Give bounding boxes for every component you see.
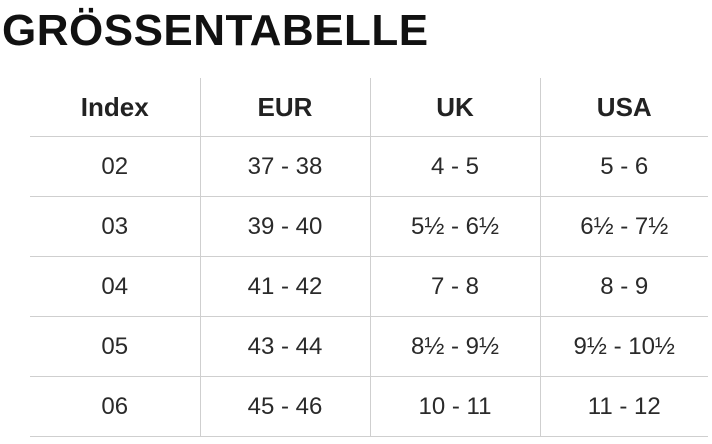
table-cell: 37 - 38 — [199, 136, 370, 197]
table-cell: 4 - 5 — [369, 136, 540, 197]
table-cell: 8½ - 9½ — [369, 316, 540, 377]
table-cell: 10 - 11 — [369, 376, 540, 437]
table-cell: 7 - 8 — [369, 256, 540, 317]
table-cell: 43 - 44 — [199, 316, 370, 377]
table-cell: 05 — [30, 316, 200, 377]
table-cell: 6½ - 7½ — [539, 196, 708, 257]
column-header: Index — [30, 78, 200, 137]
table-cell: 8 - 9 — [539, 256, 708, 317]
table-cell: 5½ - 6½ — [369, 196, 540, 257]
column-header: EUR — [199, 78, 370, 137]
table-row: 05 43 - 44 8½ - 9½ 9½ - 10½ — [30, 316, 708, 377]
table-cell: 39 - 40 — [199, 196, 370, 257]
header-row: Index EUR UK USA — [30, 78, 708, 137]
table-cell: 06 — [30, 376, 200, 437]
table-cell: 45 - 46 — [199, 376, 370, 437]
table-cell: 5 - 6 — [539, 136, 708, 197]
table-cell: 9½ - 10½ — [539, 316, 708, 377]
table-cell: 02 — [30, 136, 200, 197]
table-row: 03 39 - 40 5½ - 6½ 6½ - 7½ — [30, 196, 708, 257]
table-cell: 03 — [30, 196, 200, 257]
table-cell: 04 — [30, 256, 200, 317]
table-cell: 41 - 42 — [199, 256, 370, 317]
column-header: USA — [539, 78, 708, 137]
title: GRÖSSENTABELLE — [2, 6, 429, 55]
table-header: Index EUR UK USA — [30, 78, 708, 137]
table-cell: 11 - 12 — [539, 376, 708, 437]
column-header: UK — [369, 78, 540, 137]
table-row: 06 45 - 46 10 - 11 11 - 12 — [30, 376, 708, 437]
